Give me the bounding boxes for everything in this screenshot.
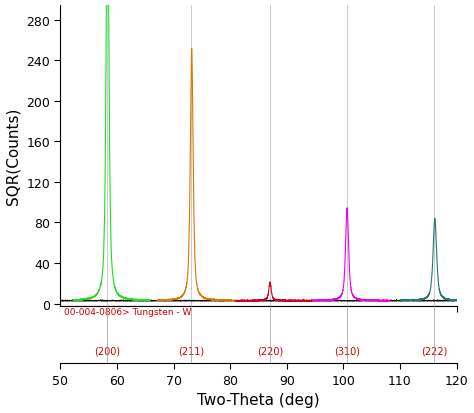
Text: (200): (200): [94, 346, 120, 356]
Text: (310): (310): [334, 346, 360, 356]
Text: (211): (211): [178, 346, 204, 356]
Text: (222): (222): [421, 346, 447, 356]
Text: (220): (220): [257, 346, 283, 356]
Y-axis label: SQR(Counts): SQR(Counts): [6, 107, 20, 204]
X-axis label: Two-Theta (deg): Two-Theta (deg): [197, 392, 320, 408]
Text: 00-004-0806> Tungsten - W: 00-004-0806> Tungsten - W: [64, 307, 192, 316]
